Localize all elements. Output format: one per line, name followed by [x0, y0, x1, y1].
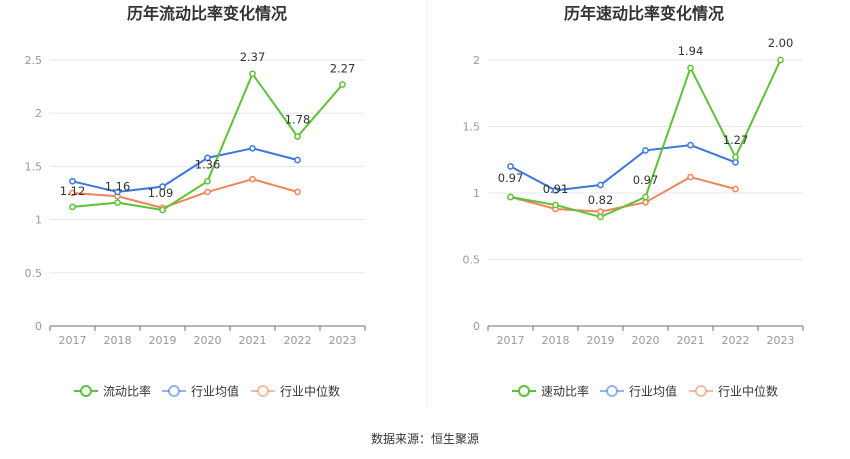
data-point	[642, 198, 649, 206]
data-point	[294, 156, 301, 164]
data-label: 0.82	[588, 193, 614, 207]
data-point	[204, 177, 211, 185]
data-label: 0.97	[633, 173, 659, 187]
data-label: 1.78	[285, 113, 311, 127]
data-label: 0.97	[498, 171, 524, 185]
data-point	[69, 177, 76, 185]
legend-marker	[257, 385, 269, 397]
data-label: 2.27	[330, 61, 356, 75]
x-tick-label: 2018	[104, 334, 132, 347]
data-point	[597, 213, 604, 221]
x-tick-label: 2020	[632, 334, 660, 347]
y-tick-label: 1	[473, 187, 480, 200]
legend-label: 速动比率	[541, 384, 589, 399]
x-tick-label: 2017	[497, 334, 525, 347]
series-line	[72, 178, 298, 209]
data-point	[204, 188, 211, 196]
current-ratio-chart: 历年流动比率变化情况 0 0.5 1 1.5 2 2.5 2017 2018 2019 2020 20…	[25, 4, 366, 399]
legend-marker	[606, 385, 618, 397]
x-tick-label: 2022	[722, 334, 750, 347]
data-point	[507, 163, 514, 170]
data-point	[732, 159, 739, 166]
legend-marker	[80, 385, 92, 397]
legend-marker	[695, 385, 707, 397]
data-point	[552, 186, 559, 194]
y-tick-label: 0.5	[25, 267, 43, 280]
data-label: 0.91	[543, 182, 569, 196]
y-tick-label: 1.5	[463, 121, 481, 134]
data-point	[507, 193, 514, 201]
chart-title: 历年速动比率变化情况	[564, 4, 724, 23]
data-label: 2.37	[240, 50, 266, 64]
quick-ratio-chart: 历年速动比率变化情况 0 0.5 1 1.5 2 2017 2018 2019 2020 2021 2…	[463, 4, 804, 399]
x-tick-label: 2019	[149, 334, 177, 347]
legend-label: 行业均值	[629, 384, 677, 399]
x-tick-label: 2020	[194, 334, 222, 347]
data-point	[249, 70, 256, 78]
data-point	[159, 183, 166, 190]
data-point	[777, 56, 784, 64]
data-label: 1.27	[723, 133, 749, 147]
data-label: 1.36	[195, 157, 221, 171]
x-tick-label: 2018	[542, 334, 570, 347]
legend-label: 行业中位数	[718, 384, 778, 399]
data-point	[642, 193, 649, 201]
data-point	[294, 188, 301, 196]
data-point	[69, 203, 76, 211]
y-tick-label: 2	[35, 107, 42, 120]
data-point	[687, 141, 694, 149]
data-source: 数据来源：恒生聚源	[371, 431, 479, 446]
data-label: 2.00	[768, 36, 794, 50]
data-point	[69, 189, 76, 197]
legend-label: 流动比率	[103, 384, 151, 399]
data-point	[249, 175, 256, 183]
data-point	[159, 206, 166, 214]
x-tick-label: 2023	[329, 334, 357, 347]
series-line	[510, 144, 736, 192]
data-point	[204, 154, 211, 162]
x-tick-label: 2023	[767, 334, 795, 347]
data-point	[597, 208, 604, 215]
data-point	[249, 144, 256, 152]
data-point	[732, 153, 739, 161]
y-tick-label: 1.5	[25, 160, 43, 173]
data-point	[114, 199, 121, 206]
x-tick-label: 2021	[677, 334, 705, 347]
legend-marker	[518, 385, 530, 397]
x-tick-label: 2021	[239, 334, 267, 347]
legend-label: 行业中位数	[280, 384, 340, 399]
y-tick-label: 0	[473, 320, 480, 333]
x-tick-label: 2017	[59, 334, 87, 347]
x-tick-label: 2019	[587, 334, 615, 347]
data-point	[114, 188, 121, 196]
y-tick-label: 1	[35, 214, 42, 227]
data-point	[597, 181, 604, 189]
data-label: 1.09	[148, 186, 174, 200]
data-point	[552, 201, 559, 209]
data-label: 1.16	[105, 180, 131, 194]
series-line	[72, 147, 298, 193]
x-tick-label: 2022	[284, 334, 312, 347]
data-point	[339, 81, 346, 88]
data-point	[687, 64, 694, 72]
data-label: 1.94	[678, 44, 704, 58]
data-point	[642, 147, 649, 154]
y-tick-label: 0.5	[463, 254, 481, 267]
data-point	[732, 185, 739, 193]
data-point	[687, 173, 694, 181]
legend-marker	[168, 385, 180, 397]
data-label: 1.12	[60, 184, 86, 198]
data-point	[294, 133, 301, 140]
y-tick-label: 2	[473, 54, 480, 67]
legend-label: 行业均值	[191, 384, 239, 399]
y-tick-label: 2.5	[25, 54, 43, 67]
y-tick-label: 0	[35, 320, 42, 333]
chart-title: 历年流动比率变化情况	[127, 4, 287, 23]
